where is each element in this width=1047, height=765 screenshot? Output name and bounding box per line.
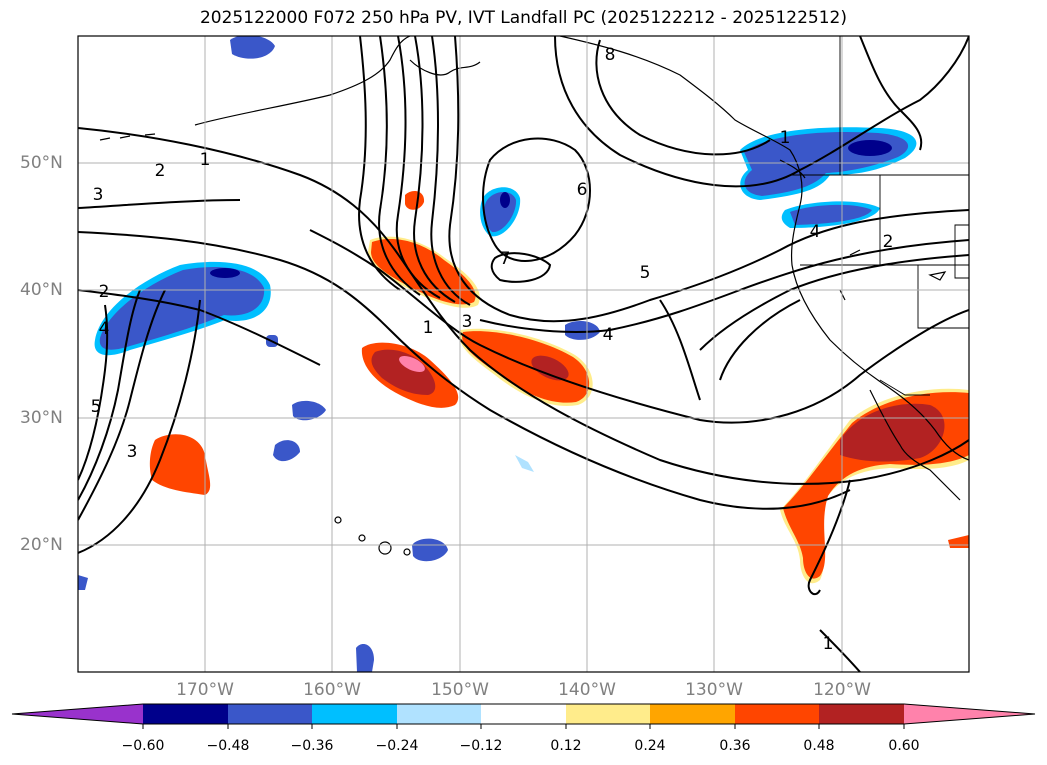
contour-label: 5 [640,263,651,283]
contour-label: 3 [93,185,104,205]
lon-label: 140°W [558,680,616,700]
contour-label: 3 [462,312,473,332]
contour-label: 4 [603,325,614,345]
pv-negative-shading [78,36,917,672]
contour-label: 2 [883,232,894,252]
lon-label: 160°W [303,680,361,700]
lon-label: 150°W [431,680,489,700]
contour-label: 1 [823,634,834,654]
colorbar-tick-label: −0.48 [206,738,250,754]
contour-label: 1 [780,128,791,148]
colorbar-tick-label: 0.24 [634,738,666,754]
colorbar-extend-high [904,704,1035,724]
lat-label: 30°N [20,408,63,428]
map-title: 2025122000 F072 250 hPa PV, IVT Landfall… [199,8,847,28]
lon-label: 130°W [685,680,743,700]
colorbar-tick-label: 0.60 [888,738,920,754]
gridlines [78,36,969,672]
map-frame [77,35,970,673]
contour-label: 2 [99,282,110,302]
colorbar-tick-label: 0.48 [803,738,835,754]
colorbar-tick-label: −0.60 [121,738,165,754]
colorbar-tick-label: −0.24 [375,738,419,754]
colorbar-tick-label: −0.36 [290,738,334,754]
contour-label: 4 [99,319,110,339]
colorbar-tick-label: −0.12 [459,738,503,754]
contour-label: 1 [423,318,434,338]
colorbar-tick-label: 0.36 [719,738,751,754]
lon-label: 170°W [176,680,234,700]
contour-label: 3 [127,442,138,462]
contour-label: 5 [91,397,102,417]
coastlines [99,36,969,556]
contour-label: 6 [577,180,588,200]
contour-label: 8 [605,45,616,65]
lat-label: 20°N [20,535,63,555]
pv-contours [78,36,969,672]
lat-label: 40°N [20,280,63,300]
contour-label: 7 [500,249,511,269]
contour-label: 1 [200,150,211,170]
colorbar-tick-label: 0.12 [550,738,582,754]
lat-label: 50°N [20,153,63,173]
contour-label: 2 [155,161,166,181]
colorbar [11,703,1036,729]
colorbar-extend-low [12,704,143,724]
contour-labels: 1 2 3 1 2 4 5 3 6 7 8 5 4 1 3 4 2 1 [91,45,894,654]
contour-label: 4 [810,222,821,242]
lon-label: 120°W [813,680,871,700]
